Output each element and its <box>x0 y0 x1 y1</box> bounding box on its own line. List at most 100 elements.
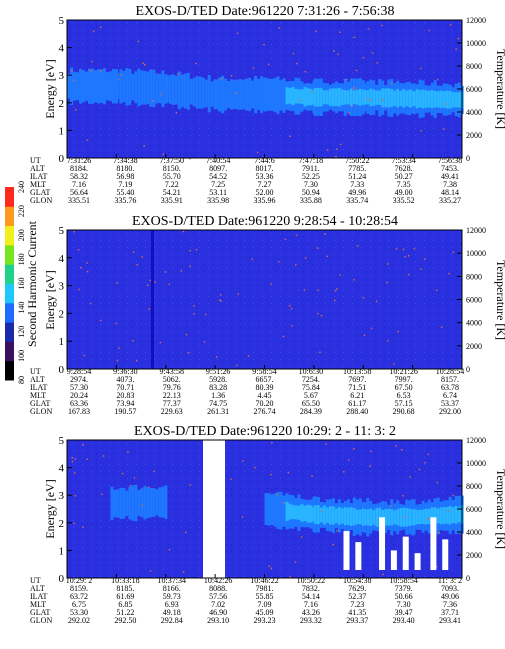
band-core <box>415 509 419 525</box>
band-column <box>254 75 258 114</box>
noise-dot <box>135 359 138 362</box>
ephemeris-cell: 293.41 <box>439 616 461 625</box>
noise-dot <box>193 313 195 315</box>
noise-dot <box>220 78 223 80</box>
band-column <box>270 494 274 526</box>
noise-dot <box>189 157 191 160</box>
noise-dot <box>141 256 144 258</box>
y2tick-label: 12000 <box>466 16 486 25</box>
band-column <box>119 487 123 519</box>
ephemeris-cell: 6.53 <box>397 391 411 400</box>
noise-dot <box>118 347 120 349</box>
band-core <box>340 89 344 106</box>
ephemeris-cell: 9:43:58 <box>160 367 184 376</box>
noise-dot <box>300 536 303 538</box>
y2tick-label: 6000 <box>466 296 482 305</box>
ephemeris-cell: 10:42:26 <box>204 576 232 585</box>
noise-dot <box>168 283 171 286</box>
y2tick-label: 12000 <box>466 436 486 445</box>
ephemeris-cell: 63.78 <box>441 383 459 392</box>
noise-dot <box>334 290 337 292</box>
band-core <box>424 90 428 108</box>
ytick-label: 4 <box>59 463 65 475</box>
band-column <box>279 80 283 111</box>
band-column <box>221 75 225 114</box>
panel-2-title: EXOS-D/TED Date:961220 9:28:54 - 10:28:5… <box>132 214 398 229</box>
noise-dot <box>325 443 327 445</box>
noise-dot <box>148 308 150 310</box>
noise-dot <box>336 288 338 290</box>
noise-dot <box>144 64 146 66</box>
noise-dot <box>230 478 232 480</box>
noise-dot <box>354 88 356 90</box>
dropout <box>442 539 449 570</box>
band-column <box>112 68 115 104</box>
band-column <box>233 80 237 109</box>
noise-dot <box>143 145 145 147</box>
y2tick-label: 2000 <box>466 131 482 140</box>
ephemeris-cell: 8166. <box>163 584 181 593</box>
ephemeris-row-label: GLAT <box>30 399 51 408</box>
band-core <box>358 88 362 106</box>
ephemeris-cell: 37.71 <box>441 608 459 617</box>
ephemeris-cell: 41.35 <box>348 608 366 617</box>
noise-dot <box>120 74 123 76</box>
noise-dot <box>443 128 445 130</box>
panel-2-yticks: 0 1 2 3 4 5 <box>59 225 72 376</box>
noise-dot <box>77 249 80 251</box>
noise-dot <box>366 98 369 100</box>
noise-dot <box>395 445 397 447</box>
noise-dot <box>73 522 75 525</box>
ephemeris-cell: 261.31 <box>207 407 229 416</box>
ephemeris-cell: 288.40 <box>346 407 368 416</box>
ephemeris-cell: 7:44:6 <box>254 156 274 165</box>
band-column <box>276 491 280 529</box>
ephemeris-cell: 293.10 <box>207 616 229 625</box>
ephemeris-cell: 6657. <box>256 375 274 384</box>
band-core <box>421 509 425 525</box>
ephemeris-cell: 49.00 <box>395 188 413 197</box>
band-core <box>328 506 332 525</box>
ephemeris-cell: 5062. <box>163 375 181 384</box>
band-column <box>248 77 252 112</box>
ephemeris-cell: 292.84 <box>161 616 183 625</box>
band-column <box>143 486 147 520</box>
noise-dot <box>304 257 307 259</box>
band-core <box>408 89 412 108</box>
band-core <box>288 88 292 104</box>
noise-dot <box>334 299 336 302</box>
noise-dot <box>271 442 273 444</box>
band-core <box>430 507 434 526</box>
noise-dot <box>353 36 356 39</box>
noise-dot <box>267 63 270 66</box>
ephemeris-cell: 7.36 <box>443 600 457 609</box>
band-column <box>224 78 228 111</box>
band-column <box>260 76 264 113</box>
ephemeris-cell: 8150. <box>163 164 181 173</box>
ephemeris-cell: 7:56:38 <box>438 156 462 165</box>
band-core <box>439 90 443 109</box>
band-core <box>358 509 362 525</box>
band-core <box>300 504 304 522</box>
ephemeris-cell: 7453. <box>441 164 459 173</box>
ephemeris-cell: 335.88 <box>300 196 322 205</box>
noise-dot <box>402 248 405 251</box>
noise-dot <box>428 29 431 32</box>
ephemeris-cell: 77.37 <box>163 399 181 408</box>
ytick-label: 1 <box>59 545 65 557</box>
noise-dot <box>129 484 132 487</box>
band-core <box>294 88 298 104</box>
noise-dot <box>283 502 285 504</box>
ephemeris-cell: 10:13:58 <box>343 367 371 376</box>
noise-dot <box>353 447 355 450</box>
ytick-label: 2 <box>59 308 65 320</box>
ephemeris-cell: 7911. <box>302 164 320 173</box>
noise-dot <box>115 322 117 325</box>
noise-dot <box>457 38 460 40</box>
noise-dot <box>151 100 154 102</box>
band-core <box>387 88 391 108</box>
ephemeris-cell: 7.27 <box>258 180 272 189</box>
panel-1-band <box>67 67 464 119</box>
band-core <box>427 90 431 108</box>
